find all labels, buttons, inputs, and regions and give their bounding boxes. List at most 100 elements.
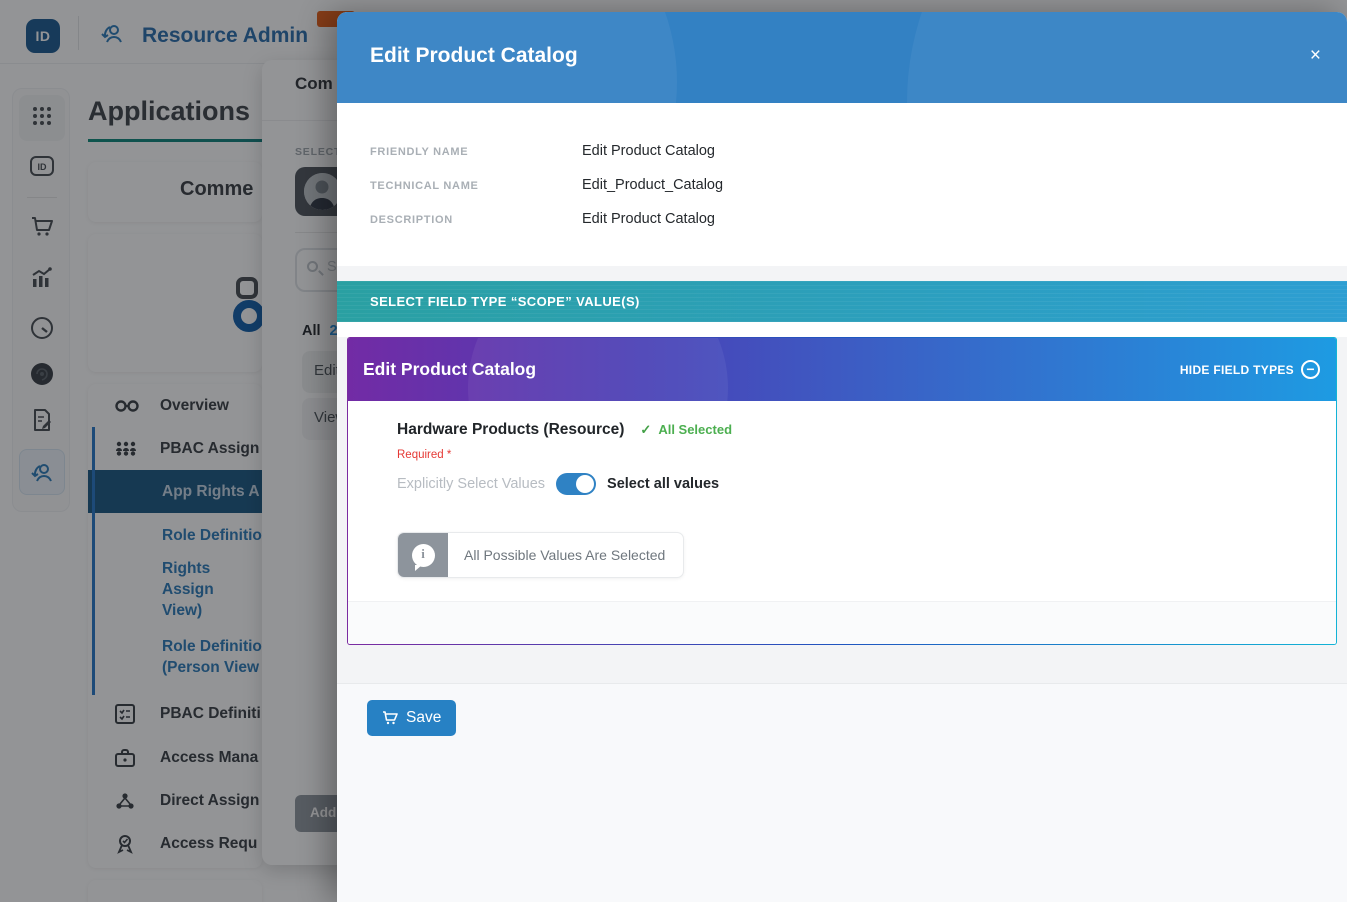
sidebar-item-label: Access Mana — [160, 749, 259, 766]
all-selected-badge: All Selected — [658, 422, 733, 437]
sidebar-item-label: App Rights A — [162, 483, 260, 500]
app-logo-text: ID — [35, 28, 51, 44]
nodes-icon — [114, 791, 136, 811]
glasses-icon — [114, 397, 140, 415]
tab-all[interactable]: All — [302, 323, 321, 339]
modal-fields-section: FRIENDLY NAME Edit Product Catalog TECHN… — [337, 103, 1347, 266]
info-icon-wrap: i — [398, 533, 448, 577]
modal-title: Edit Product Catalog — [370, 44, 578, 67]
collapse-minus-icon: − — [1301, 360, 1320, 379]
sidebar-item-pbac-assignments[interactable]: PBAC Assign — [88, 427, 262, 470]
explicitly-select-values-label: Explicitly Select Values — [397, 476, 546, 492]
sidebar-item-label: Direct Assign — [160, 792, 260, 809]
scope-card-title: Edit Product Catalog — [363, 359, 537, 379]
analytics-icon[interactable] — [13, 265, 71, 291]
required-label: Required * — [397, 449, 452, 461]
app-tab-label: Comme — [180, 178, 254, 200]
sidebar-item-overview[interactable]: Overview — [88, 384, 262, 427]
scope-section-banner: SELECT FIELD TYPE “SCOPE” VALUE(S) — [337, 281, 1347, 322]
app-logo[interactable]: ID — [26, 19, 60, 53]
avatar — [304, 173, 341, 210]
field-label: DESCRIPTION — [370, 214, 453, 226]
panel-divider-2 — [295, 232, 352, 233]
save-button-label: Save — [406, 709, 442, 726]
logo-ring-icon — [233, 300, 265, 332]
field-value: Edit Product Catalog — [582, 211, 715, 227]
page-title: Applications — [88, 96, 251, 126]
field-value: Edit_Product_Catalog — [582, 177, 724, 193]
scope-card-body: Hardware Products (Resource) ✓ All Selec… — [348, 401, 1336, 601]
people-icon — [114, 439, 138, 459]
panel-divider — [262, 120, 352, 121]
hide-field-types-label: HIDE FIELD TYPES — [1179, 362, 1294, 377]
field-value: Edit Product Catalog — [582, 143, 715, 159]
bottom-card — [88, 880, 262, 902]
fingerprint-icon[interactable] — [13, 361, 71, 387]
panel-tabs[interactable]: All 2 — [302, 323, 338, 339]
logo-square-icon — [236, 277, 258, 299]
person-sync-icon — [98, 20, 126, 48]
sidebar-item-role-definition[interactable]: Role Definitio — [88, 517, 262, 553]
close-icon[interactable]: × — [1309, 45, 1321, 66]
info-box: i All Possible Values Are Selected — [397, 532, 684, 578]
icon-rail: ID — [12, 88, 70, 512]
field-label: FRIENDLY NAME — [370, 146, 469, 158]
sidebar-item-label: Access Requ — [160, 835, 258, 852]
app-logo-card — [88, 234, 265, 372]
toggle-knob — [576, 475, 595, 493]
topbar-divider — [78, 16, 79, 50]
field-row-friendly-name: FRIENDLY NAME Edit Product Catalog — [337, 143, 1347, 163]
sidebar-item-label: PBAC Assign — [160, 440, 260, 457]
sidebar-item-rights-assignments[interactable]: Rights Assign View) — [88, 559, 262, 619]
sidebar-item-access-requests[interactable]: Access Requ — [88, 822, 262, 865]
app-tab-card[interactable]: Comme — [88, 162, 262, 222]
rail-divider — [27, 197, 57, 198]
cart-icon — [382, 710, 398, 726]
field-label: TECHNICAL NAME — [370, 180, 479, 192]
scope-card: Edit Product Catalog HIDE FIELD TYPES − … — [347, 337, 1337, 645]
page-title-underline — [88, 139, 262, 142]
modal-footer: Save — [337, 683, 1347, 902]
sidebar-item-label: Role Definitio — [162, 526, 262, 544]
check-icon: ✓ — [640, 422, 652, 437]
panel-title: Com — [295, 74, 333, 93]
svg-text:ID: ID — [38, 162, 48, 172]
sidebar-item-label: Role Definitio (Person View — [162, 638, 262, 676]
select-label: SELECT — [295, 146, 342, 158]
search-icon — [307, 261, 318, 272]
sidebar-item-access-management[interactable]: Access Mana — [88, 736, 262, 779]
banner-gap — [337, 322, 1347, 337]
sidebar-item-label: Rights Assign View) — [162, 559, 214, 619]
award-icon — [114, 833, 136, 855]
tab-all-count: 2 — [329, 323, 338, 339]
cart-icon[interactable] — [13, 213, 71, 239]
document-edit-icon[interactable] — [13, 407, 71, 433]
scope-card-footer — [348, 601, 1336, 644]
apps-grid-icon[interactable] — [13, 105, 71, 127]
field-row-technical-name: TECHNICAL NAME Edit_Product_Catalog — [337, 177, 1347, 197]
sidebar-item-role-definition-person[interactable]: Role Definitio (Person View — [88, 628, 262, 686]
hide-field-types-button[interactable]: HIDE FIELD TYPES − — [1180, 338, 1320, 401]
checklist-icon — [114, 703, 136, 725]
sidebar-item-app-rights-selected[interactable]: App Rights A — [88, 470, 262, 513]
info-icon: i — [411, 543, 435, 571]
select-all-toggle[interactable] — [556, 473, 597, 495]
nav-section-indicator — [92, 427, 95, 695]
selected-user-chip[interactable] — [295, 167, 352, 216]
id-badge-icon[interactable]: ID — [13, 153, 71, 179]
scope-section-banner-label: SELECT FIELD TYPE “SCOPE” VALUE(S) — [370, 294, 640, 309]
sidebar-item-label: Overview — [160, 397, 229, 414]
modal-header: Edit Product Catalog × — [337, 12, 1347, 103]
gauge-icon[interactable] — [13, 315, 71, 341]
briefcase-icon — [114, 748, 136, 768]
app-title: Resource Admin — [142, 24, 309, 47]
edit-product-catalog-modal: Edit Product Catalog × FRIENDLY NAME Edi… — [337, 12, 1347, 902]
sidebar-item-direct-assignments[interactable]: Direct Assign — [88, 779, 262, 822]
sidebar-item-pbac-definition[interactable]: PBAC Definiti — [88, 692, 262, 735]
save-button[interactable]: Save — [367, 700, 457, 736]
select-all-values-label: Select all values — [607, 476, 720, 492]
info-message: All Possible Values Are Selected — [464, 547, 666, 563]
field-type-title: Hardware Products (Resource) — [397, 421, 625, 438]
person-restore-icon[interactable] — [13, 459, 71, 487]
